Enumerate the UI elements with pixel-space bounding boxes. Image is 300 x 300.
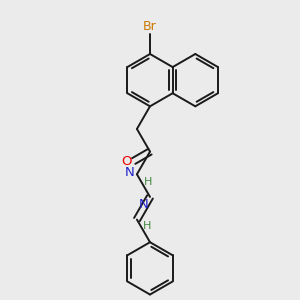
Text: H: H: [143, 221, 151, 231]
Text: H: H: [143, 177, 152, 187]
Text: N: N: [139, 198, 148, 212]
Text: O: O: [122, 154, 132, 167]
Text: Br: Br: [143, 20, 157, 33]
Text: N: N: [125, 166, 134, 179]
